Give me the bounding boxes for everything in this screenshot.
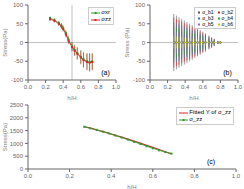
html-text:σ_zz: σ_zz [189, 116, 203, 122]
svg-text:2500: 2500 [10, 102, 24, 108]
svg-text:0.2: 0.2 [65, 173, 74, 179]
svg-text:100: 100 [135, 2, 146, 8]
html-text:σ_b2: σ_b2 [221, 9, 233, 15]
svg-text:Stress(Pa): Stress(Pa) [8, 28, 9, 56]
svg-text:0.6: 0.6 [77, 84, 86, 90]
svg-text:-100: -100 [11, 77, 24, 83]
svg-text:50: 50 [16, 21, 23, 27]
svg-text:0.0: 0.0 [24, 84, 33, 90]
svg-text:-50: -50 [14, 58, 23, 64]
svg-text:-100: -100 [133, 77, 146, 83]
svg-text:100: 100 [13, 2, 24, 8]
svg-text:0.0: 0.0 [24, 173, 33, 179]
html-text:Fitted Y of σ_zz: Fitted Y of σ_zz [189, 109, 231, 115]
svg-text:1.0: 1.0 [232, 173, 236, 179]
svg-text:h/H: h/H [189, 95, 198, 100]
svg-text:0.2: 0.2 [41, 84, 50, 90]
svg-text:0.2: 0.2 [163, 84, 172, 90]
svg-text:1500: 1500 [10, 128, 24, 134]
svg-text:0: 0 [20, 40, 24, 46]
svg-text:500: 500 [13, 153, 24, 159]
html-text:(a): (a) [101, 69, 110, 76]
svg-text:0.8: 0.8 [216, 84, 225, 90]
svg-text:50: 50 [138, 21, 145, 27]
html-text:σ_b5: σ_b5 [202, 21, 214, 27]
html-text:σxr: σxr [101, 9, 110, 15]
svg-text:0.8: 0.8 [94, 84, 103, 90]
svg-text:0: 0 [20, 166, 24, 172]
svg-text:0.6: 0.6 [199, 84, 208, 90]
svg-text:0.8: 0.8 [190, 173, 199, 179]
svg-text:0.0: 0.0 [146, 84, 155, 90]
svg-text:0.4: 0.4 [107, 173, 116, 179]
svg-text:0: 0 [142, 40, 146, 46]
html-text:σ_b6: σ_b6 [221, 21, 233, 27]
svg-text:2000: 2000 [10, 115, 24, 121]
html-text:σzz: σzz [101, 16, 111, 22]
svg-text:0.4: 0.4 [59, 84, 68, 90]
html-text:σ_b3: σ_b3 [202, 15, 214, 21]
svg-text:-50: -50 [136, 58, 145, 64]
svg-text:h/H: h/H [127, 184, 136, 189]
svg-text:1.0: 1.0 [112, 84, 121, 90]
html-text:σ_b1: σ_b1 [202, 9, 214, 15]
svg-text:0.6: 0.6 [149, 173, 158, 179]
svg-text:Stress (Pa): Stress (Pa) [124, 27, 130, 57]
svg-text:h/H: h/H [67, 95, 76, 100]
svg-text:1000: 1000 [10, 141, 24, 147]
svg-text:0.4: 0.4 [181, 84, 190, 90]
html-text:(c): (c) [206, 158, 216, 165]
svg-text:1.0: 1.0 [234, 84, 236, 90]
html-text:(b): (b) [223, 69, 232, 76]
svg-text:Stress(Pa): Stress(Pa) [8, 123, 9, 151]
html-text:σ_b4: σ_b4 [221, 15, 233, 21]
